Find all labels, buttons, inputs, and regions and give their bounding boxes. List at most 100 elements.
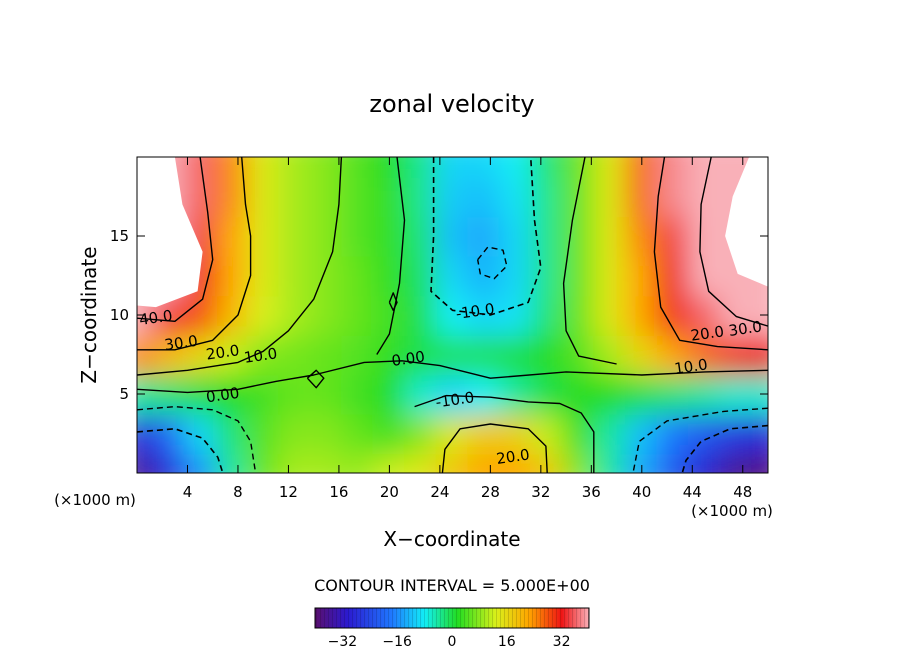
field-cell bbox=[404, 373, 438, 415]
field-cell bbox=[530, 412, 564, 455]
field-cell bbox=[435, 175, 470, 218]
field-cell bbox=[309, 452, 343, 473]
field-cell bbox=[593, 333, 627, 376]
field-cell bbox=[530, 294, 564, 336]
contour-line bbox=[137, 405, 257, 473]
field-cell bbox=[688, 294, 722, 336]
field-cell bbox=[183, 452, 217, 473]
field-cell bbox=[625, 412, 659, 455]
field-cell bbox=[246, 333, 280, 376]
contour-label: -10.0 bbox=[455, 300, 496, 323]
y-tick-label: 5 bbox=[119, 385, 129, 403]
field-cell bbox=[341, 254, 375, 297]
field-cell bbox=[751, 412, 768, 455]
field-cell bbox=[561, 452, 596, 473]
field-cell bbox=[404, 294, 438, 336]
field-cell bbox=[435, 254, 470, 297]
field-cell bbox=[625, 294, 659, 336]
plot-area: 40.030.0 20.0 10.00.000.00-10.0-10.020.020… bbox=[136, 156, 769, 474]
field-cell bbox=[309, 157, 343, 178]
field-cell bbox=[278, 412, 312, 455]
field-cell bbox=[467, 373, 501, 415]
field-cell bbox=[498, 333, 533, 376]
contour-label: 20.0 bbox=[205, 341, 241, 363]
field-cell bbox=[688, 412, 722, 455]
field-cell bbox=[530, 373, 564, 415]
field-cell bbox=[498, 452, 533, 473]
field-cell bbox=[151, 333, 186, 376]
field-cell bbox=[151, 412, 186, 455]
colorbar-tick-label: −32 bbox=[328, 634, 358, 650]
field-cell bbox=[656, 215, 691, 257]
field-cell bbox=[467, 452, 501, 473]
x-tick-label: 32 bbox=[531, 483, 550, 501]
field-cell bbox=[656, 254, 691, 297]
field-cell bbox=[214, 452, 249, 473]
field-cell bbox=[498, 254, 533, 297]
chart-title: zonal velocity bbox=[369, 90, 534, 118]
contour-label: 30.0 bbox=[727, 317, 763, 339]
contour-line bbox=[562, 157, 617, 365]
field-cell bbox=[435, 294, 470, 336]
y-tick-label: 15 bbox=[110, 227, 129, 245]
field-cell bbox=[593, 412, 627, 455]
field-cell bbox=[404, 452, 438, 473]
field-cell bbox=[561, 254, 596, 297]
field-cell bbox=[214, 215, 249, 257]
field-cell bbox=[751, 452, 768, 473]
field-cell bbox=[341, 157, 375, 178]
field-cell bbox=[341, 294, 375, 336]
field-cell bbox=[467, 215, 501, 257]
x-tick-label: 48 bbox=[733, 483, 752, 501]
field-cell bbox=[719, 452, 754, 473]
field-cell bbox=[593, 373, 627, 415]
field-cell bbox=[341, 175, 375, 218]
field-cell bbox=[625, 254, 659, 297]
field-cell bbox=[214, 254, 249, 297]
field-cell bbox=[530, 157, 564, 178]
field-cell bbox=[561, 157, 596, 178]
field-cell bbox=[372, 294, 407, 336]
field-cell bbox=[278, 157, 312, 178]
field-cell bbox=[498, 175, 533, 218]
contour-label: 10.0 bbox=[673, 355, 709, 377]
contour-line bbox=[376, 157, 406, 355]
field-cell bbox=[278, 215, 312, 257]
field-cell bbox=[278, 452, 312, 473]
field-cell bbox=[404, 175, 438, 218]
field-cell bbox=[593, 254, 627, 297]
field-cell bbox=[183, 157, 217, 178]
contour-label: 30.0 bbox=[163, 332, 199, 354]
field-cell bbox=[246, 157, 280, 178]
contour-line bbox=[632, 407, 768, 473]
field-cell bbox=[751, 333, 768, 376]
field-cell bbox=[719, 333, 754, 376]
field-cell bbox=[309, 412, 343, 455]
field-cell bbox=[467, 175, 501, 218]
contour-label: 0.00 bbox=[205, 384, 241, 406]
field-cell bbox=[561, 294, 596, 336]
x-tick-label: 40 bbox=[632, 483, 651, 501]
field-cell bbox=[625, 333, 659, 376]
field-cell bbox=[498, 157, 533, 178]
field-cell bbox=[467, 333, 501, 376]
field-cell bbox=[278, 333, 312, 376]
field-cell bbox=[561, 373, 596, 415]
field-cell bbox=[593, 215, 627, 257]
field-cell bbox=[625, 175, 659, 218]
field-cell bbox=[309, 294, 343, 336]
field-cell bbox=[625, 373, 659, 415]
field-cell bbox=[688, 373, 722, 415]
x-unit-right: (×1000 m) bbox=[691, 502, 773, 520]
field-cell bbox=[278, 254, 312, 297]
field-cell bbox=[137, 412, 154, 455]
contour-line bbox=[699, 157, 768, 327]
x-tick-label: 4 bbox=[183, 483, 193, 501]
field-cell bbox=[467, 254, 501, 297]
field-cell bbox=[751, 373, 768, 415]
field-cell bbox=[137, 373, 154, 415]
contour-label: 10.0 bbox=[243, 344, 279, 366]
contour-label: 0.00 bbox=[390, 347, 426, 369]
field-cell bbox=[137, 333, 154, 376]
